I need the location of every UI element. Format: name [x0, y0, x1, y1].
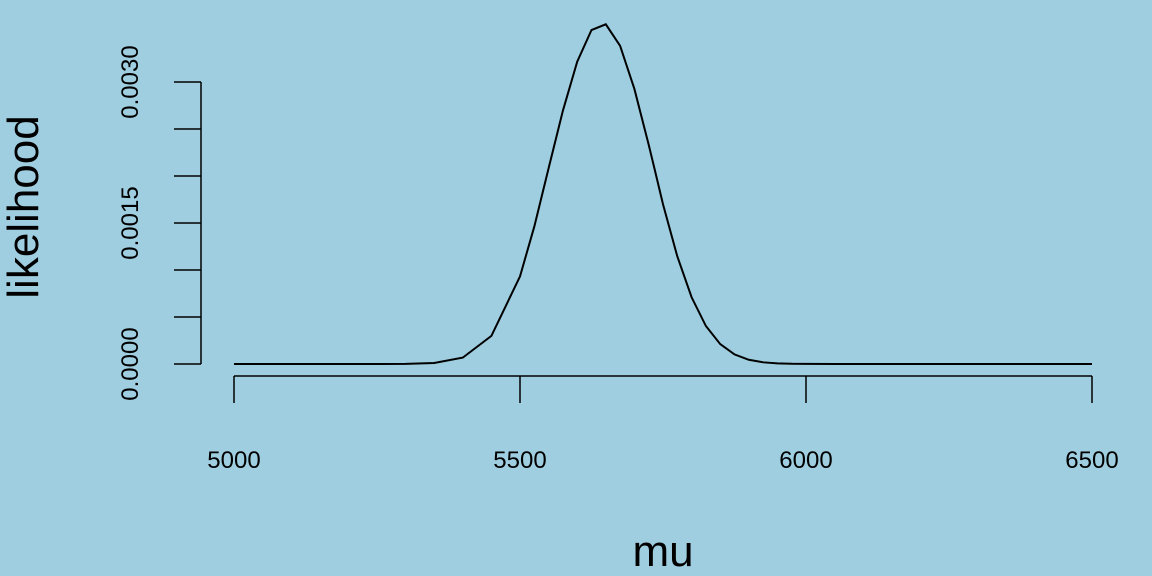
- y-tick-label: 0.0015: [117, 186, 144, 259]
- y-axis: 0.0000 0.0015 0.0030: [117, 45, 202, 401]
- y-tick-label: 0.0030: [117, 45, 144, 118]
- x-tick-label: 6000: [779, 447, 832, 474]
- y-tick-label: 0.0000: [117, 327, 144, 400]
- x-axis-title: mu: [632, 527, 693, 576]
- x-tick-label: 5500: [493, 447, 546, 474]
- likelihood-curve: [234, 23, 1092, 365]
- x-axis: 5000 5500 6000 6500: [207, 375, 1119, 474]
- y-axis-title: likelihood: [0, 115, 48, 298]
- x-tick-label: 5000: [207, 447, 260, 474]
- x-tick-label: 6500: [1065, 447, 1118, 474]
